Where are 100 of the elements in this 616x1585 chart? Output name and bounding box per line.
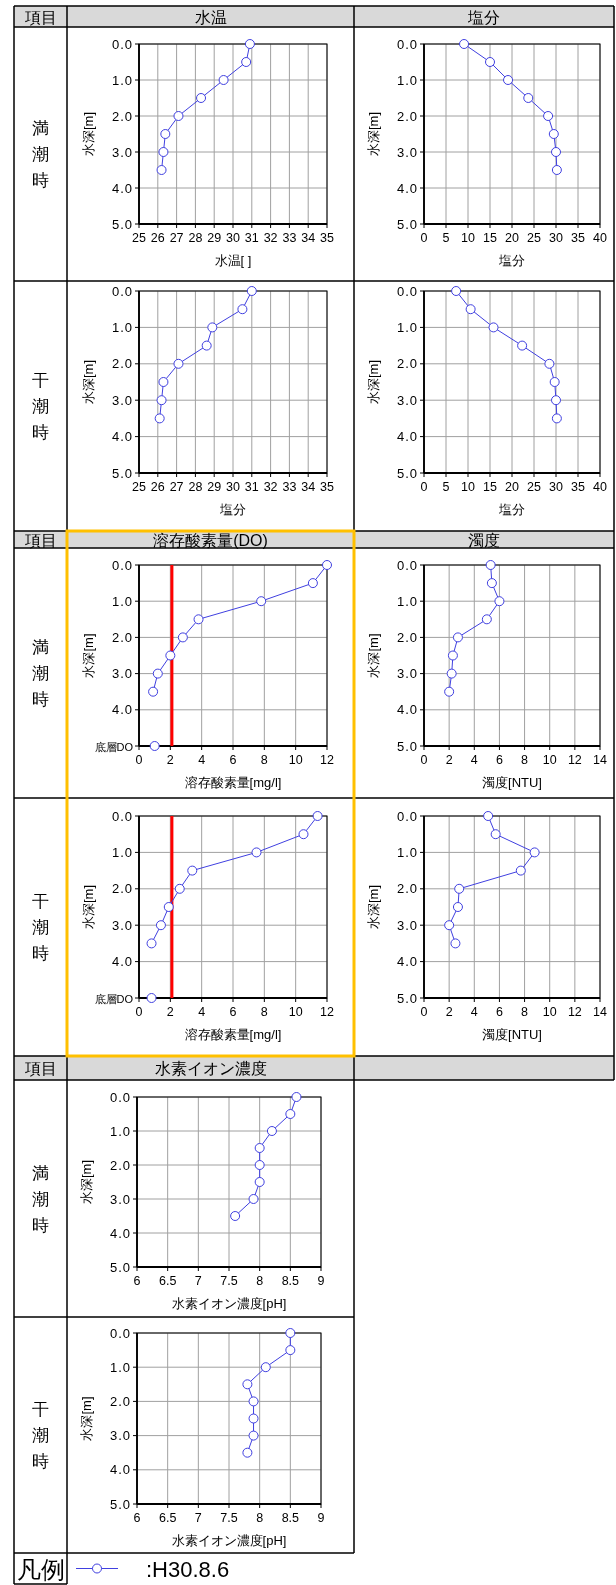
- point: [201, 340, 212, 351]
- point: [173, 358, 184, 369]
- x-tick-label: 14: [593, 753, 607, 767]
- y-tick-label: 1.0: [396, 593, 418, 609]
- x-tick-label: 35: [571, 231, 585, 245]
- point: [174, 883, 185, 894]
- x-tick-label: 8: [256, 1274, 264, 1288]
- x-tick-label: 10: [542, 753, 557, 767]
- point: [254, 1177, 265, 1187]
- point: [156, 165, 167, 175]
- point: [251, 847, 262, 858]
- x-tick-label: 0: [420, 753, 428, 767]
- point: [452, 632, 463, 643]
- y-tick-label: 底層DO: [94, 740, 134, 753]
- y-tick-label: 5.0: [396, 216, 418, 232]
- text: 満潮時: [32, 119, 49, 190]
- x-tick-label: 35: [320, 231, 334, 245]
- point: [444, 686, 455, 697]
- point: [218, 75, 229, 85]
- x-tick-label: 2: [166, 1005, 174, 1019]
- y-tick-label: 3.0: [396, 144, 418, 160]
- point: [543, 111, 554, 121]
- point: [244, 39, 255, 49]
- x-tick-label: 25: [132, 231, 146, 245]
- point: [163, 902, 174, 912]
- x-tick-label: 2: [166, 753, 174, 767]
- x-tick-label: 27: [169, 231, 184, 245]
- text: 満潮時: [32, 638, 49, 709]
- point: [481, 614, 492, 625]
- point: [465, 304, 476, 315]
- point: [548, 129, 559, 139]
- point: [254, 1160, 265, 1170]
- y-axis-title: 水深[m]: [81, 111, 96, 157]
- y-tick-label: 1.0: [396, 844, 418, 860]
- y-tick-label: 0.0: [111, 557, 133, 573]
- point: [193, 614, 204, 625]
- x-axis-title: 濁度[NTU]: [482, 1027, 542, 1042]
- x-tick-label: 0: [135, 753, 143, 767]
- y-tick-label: 5.0: [111, 465, 133, 481]
- point: [486, 578, 497, 589]
- point: [485, 57, 495, 67]
- x-tick-label: 32: [263, 231, 278, 245]
- x-tick-label: 30: [549, 231, 563, 245]
- point: [307, 578, 318, 589]
- point: [285, 1345, 296, 1356]
- x-tick-label: 7: [194, 1274, 202, 1288]
- y-tick-label: 3.0: [396, 917, 418, 933]
- y-axis-title: 水深[m]: [81, 359, 96, 405]
- x-axis-title: 溶存酸素量[mg/l]: [184, 775, 282, 790]
- y-tick-label: 4.0: [111, 702, 133, 718]
- point: [446, 668, 457, 679]
- x-tick-label: 4: [470, 1005, 478, 1019]
- y-tick-label: 2.0: [396, 629, 418, 645]
- x-tick-label: 28: [188, 231, 203, 245]
- point: [248, 1194, 259, 1204]
- point: [529, 847, 540, 858]
- text: 干潮時: [32, 1400, 49, 1471]
- x-tick-label: 0: [420, 480, 428, 494]
- x-tick-label: 27: [169, 480, 184, 494]
- y-tick-label: 3.0: [396, 666, 418, 682]
- point: [196, 93, 207, 103]
- point: [551, 147, 561, 157]
- y-tick-label: 4.0: [396, 429, 418, 445]
- y-tick-label: 0.0: [396, 283, 418, 299]
- y-tick-label: 1.0: [111, 844, 133, 860]
- text: 干潮時: [32, 371, 49, 442]
- x-tick-label: 8: [521, 1005, 529, 1019]
- x-axis-title: 水温[ ]: [214, 253, 252, 268]
- x-tick-label: 4: [198, 753, 206, 767]
- point: [285, 1328, 296, 1338]
- point: [322, 560, 332, 570]
- point: [237, 304, 248, 315]
- x-tick-label: 31: [244, 231, 259, 245]
- x-axis-title: 水素イオン濃度[pH]: [171, 1533, 287, 1548]
- x-tick-label: 6: [229, 1005, 237, 1019]
- point: [152, 668, 163, 679]
- point: [248, 1396, 259, 1407]
- point: [483, 811, 494, 821]
- point: [248, 1413, 259, 1424]
- y-tick-label: 1.0: [109, 1123, 131, 1139]
- point: [241, 57, 252, 67]
- point: [503, 75, 514, 85]
- point: [454, 883, 465, 894]
- x-tick-label: 2: [445, 753, 453, 767]
- y-tick-label: 3.0: [396, 392, 418, 408]
- y-tick-label: 3.0: [111, 666, 133, 682]
- x-tick-label: 35: [320, 480, 334, 494]
- point: [494, 596, 505, 607]
- x-tick-label: 26: [150, 480, 165, 494]
- y-tick-label: 2.0: [396, 108, 418, 124]
- point: [291, 1092, 302, 1102]
- x-tick-label: 10: [461, 480, 475, 494]
- point: [447, 650, 458, 661]
- point: [154, 413, 165, 424]
- x-tick-label: 8: [260, 1005, 268, 1019]
- y-axis-title: 水深[m]: [366, 359, 381, 405]
- x-tick-label: 10: [288, 1005, 303, 1019]
- x-tick-label: 9: [317, 1274, 325, 1288]
- x-tick-label: 4: [198, 1005, 206, 1019]
- y-tick-label: 0.0: [111, 283, 133, 299]
